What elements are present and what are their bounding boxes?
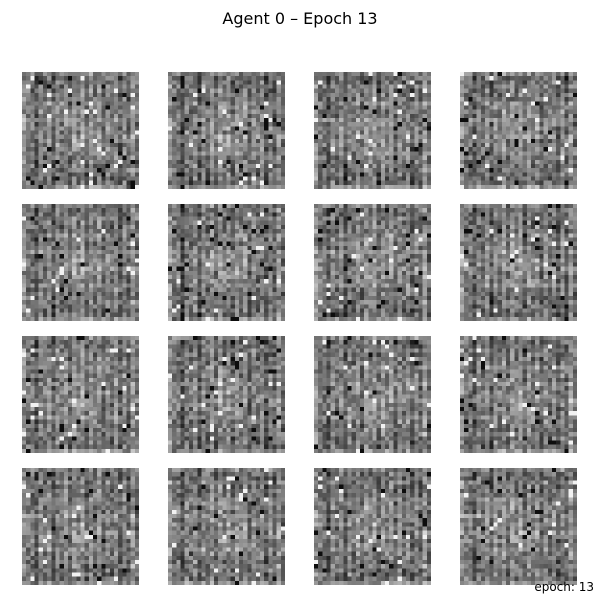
epoch-label: epoch: 13 <box>534 580 594 594</box>
generated-sample-tile <box>314 336 431 453</box>
generated-sample-tile <box>460 336 577 453</box>
generated-sample-tile <box>314 468 431 585</box>
generated-sample-tile <box>22 468 139 585</box>
generated-sample-tile <box>168 72 285 189</box>
generated-sample-tile <box>314 72 431 189</box>
generated-sample-tile <box>168 468 285 585</box>
generated-sample-tile <box>314 204 431 321</box>
generated-sample-tile <box>460 72 577 189</box>
generated-sample-tile <box>168 204 285 321</box>
figure-title: Agent 0 – Epoch 13 <box>0 9 600 29</box>
generated-sample-tile <box>460 204 577 321</box>
generated-sample-tile <box>22 204 139 321</box>
generated-sample-tile <box>168 336 285 453</box>
generated-sample-tile <box>22 72 139 189</box>
generated-sample-tile <box>22 336 139 453</box>
generated-sample-tile <box>460 468 577 585</box>
